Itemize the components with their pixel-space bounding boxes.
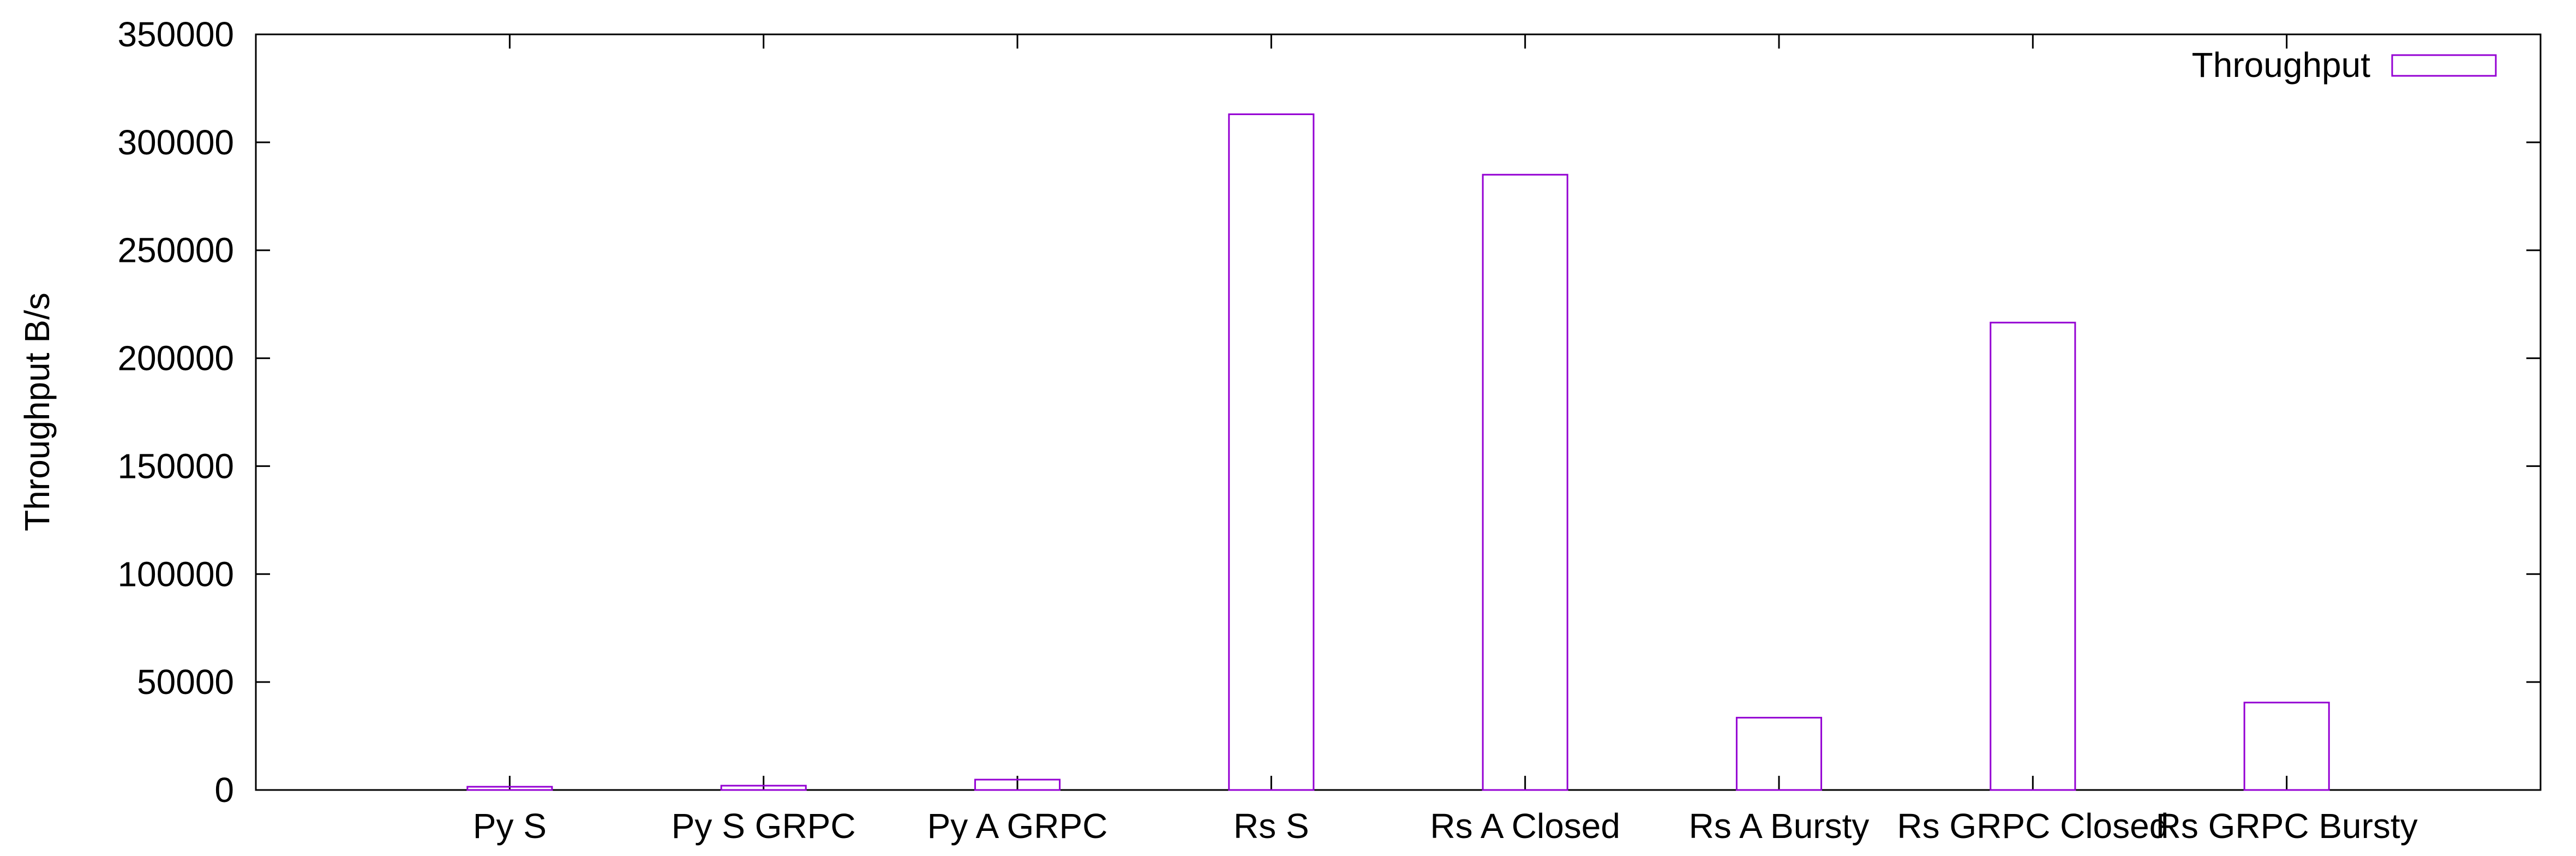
x-axis-ticks: Py S Py S GRPC Py A GRPC Rs S Rs A Closed Rs … — [473, 34, 2418, 846]
y-tick-label: 350000 — [117, 15, 234, 54]
x-tick-label: Rs S — [1233, 806, 1309, 846]
legend: Throughput — [2192, 45, 2497, 85]
y-axis-ticks: 0 50000 100000 150000 200000 250000 300000 3500… — [117, 15, 2541, 810]
bar — [720, 785, 807, 791]
x-tick-label: Py S GRPC — [672, 806, 856, 846]
y-tick-label: 300000 — [117, 123, 234, 162]
y-tick-label: 50000 — [137, 662, 234, 702]
legend-swatch — [2391, 54, 2497, 77]
bar — [1228, 113, 1315, 791]
bar — [1990, 321, 2076, 791]
bar — [974, 779, 1061, 791]
bar-series — [466, 113, 2330, 791]
y-tick-label: 150000 — [117, 446, 234, 486]
bar — [466, 786, 553, 791]
plot-frame — [255, 33, 2542, 791]
x-tick-label: Rs A Bursty — [1689, 806, 1870, 846]
legend-label: Throughput — [2192, 45, 2371, 85]
x-tick-label: Rs GRPC Closed — [1897, 806, 2168, 846]
x-tick-label: Rs GRPC Bursty — [2156, 806, 2418, 846]
y-tick-label: 200000 — [117, 339, 234, 378]
x-tick-label: Py A GRPC — [927, 806, 1108, 846]
bar — [1735, 716, 1823, 791]
y-tick-label: 250000 — [117, 231, 234, 270]
y-axis-title: Throughput B/s — [17, 292, 57, 531]
bar — [1482, 173, 1568, 791]
y-tick-label: 0 — [214, 770, 234, 810]
x-tick-label: Rs A Closed — [1430, 806, 1620, 846]
y-tick-label: 100000 — [117, 554, 234, 594]
x-tick-label: Py S — [473, 806, 547, 846]
bar — [2243, 702, 2330, 791]
